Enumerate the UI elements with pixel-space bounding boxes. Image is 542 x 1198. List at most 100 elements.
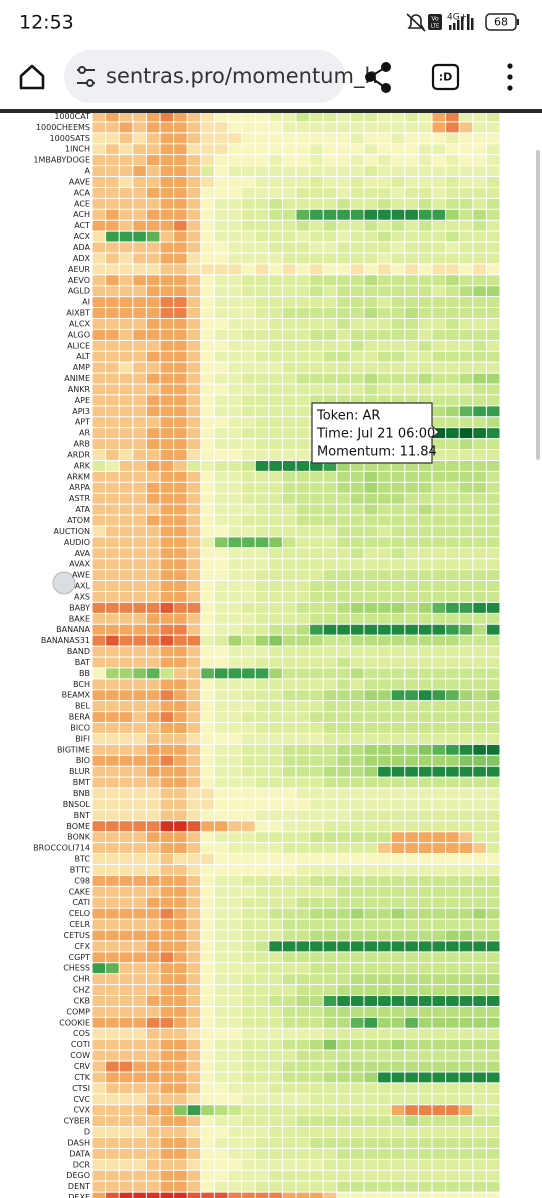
site-settings-icon[interactable]	[77, 66, 95, 87]
heat-cell	[174, 297, 187, 308]
heat-cell	[337, 635, 350, 646]
row-label: BABY	[69, 603, 90, 612]
heat-cell	[255, 1105, 269, 1116]
heat-cell	[418, 275, 432, 286]
heat-cell	[160, 701, 174, 712]
heat-cell	[119, 166, 133, 177]
heat-cell	[432, 602, 446, 613]
row-label: ANIME	[64, 374, 90, 383]
heat-cell	[446, 111, 459, 122]
heat-cell	[418, 1137, 432, 1148]
heat-cell	[405, 351, 418, 362]
heat-cell	[418, 919, 432, 930]
heat-cell	[473, 417, 486, 428]
heat-cell	[486, 198, 500, 209]
heat-cell	[350, 1017, 364, 1028]
menu-button[interactable]	[507, 63, 513, 91]
heat-cell	[133, 318, 146, 329]
heat-cell	[269, 875, 282, 886]
heat-cell	[282, 559, 296, 570]
heat-cell	[242, 1017, 255, 1028]
heat-cell	[391, 1159, 405, 1170]
heat-cell	[418, 864, 432, 875]
heat-cell	[187, 996, 201, 1006]
heat-cell	[296, 996, 310, 1006]
heat-cell	[296, 166, 310, 177]
heat-cell	[405, 1061, 418, 1072]
heat-cell	[160, 832, 174, 843]
heat-cell	[92, 1181, 106, 1192]
heat-cell	[459, 788, 473, 799]
heat-cell	[242, 1072, 255, 1083]
heat-cell	[146, 952, 160, 963]
heat-cell	[378, 187, 391, 198]
heat-cell	[296, 264, 310, 275]
heat-cell	[269, 843, 282, 854]
heat-cell	[160, 1028, 174, 1039]
heat-cell	[92, 646, 106, 657]
heat-cell	[310, 144, 323, 155]
heat-cell	[391, 308, 405, 318]
heat-cell	[446, 308, 459, 318]
heat-cell	[174, 591, 187, 602]
heat-cell	[378, 144, 391, 155]
heat-cell	[255, 1170, 269, 1181]
heat-cell	[473, 668, 486, 679]
heat-cell	[391, 220, 405, 231]
heat-cell	[214, 1181, 228, 1192]
url[interactable]: sentras.pro/momentum_h	[106, 64, 378, 89]
heat-cell	[187, 111, 201, 122]
heat-cell	[378, 832, 391, 843]
heat-cell	[350, 788, 364, 799]
heat-cell	[282, 1028, 296, 1039]
heat-cell	[187, 832, 201, 843]
heat-cell	[242, 1006, 255, 1017]
heat-cell	[214, 624, 228, 635]
heat-cell	[160, 875, 174, 886]
heat-cell	[378, 581, 391, 591]
heat-cell	[310, 996, 323, 1006]
row-label: CHESS	[63, 964, 90, 973]
heat-cell	[242, 635, 255, 646]
heat-cell	[146, 450, 160, 460]
heat-cell	[242, 570, 255, 581]
heat-cell	[133, 504, 146, 515]
home-button[interactable]	[19, 64, 45, 90]
heat-cell	[337, 1083, 350, 1094]
heat-cell	[473, 766, 486, 777]
heat-cell	[405, 733, 418, 744]
heat-cell	[228, 187, 242, 198]
heat-cell	[337, 242, 350, 253]
address-bar[interactable]	[64, 50, 345, 103]
heat-cell	[146, 897, 160, 908]
heat-cell	[364, 810, 378, 821]
heat-cell	[446, 351, 459, 362]
heat-cell	[432, 318, 446, 329]
heat-cell	[405, 744, 418, 755]
heat-cell	[337, 733, 350, 744]
heat-cell	[119, 286, 133, 297]
heat-cell	[405, 1170, 418, 1181]
heat-cell	[160, 930, 174, 941]
heat-cell	[282, 668, 296, 679]
heat-cell	[255, 613, 269, 624]
heat-cell	[269, 723, 282, 733]
heat-cell	[310, 744, 323, 755]
heat-cell	[486, 144, 500, 155]
heat-cell	[228, 701, 242, 712]
heat-cell	[133, 1094, 146, 1105]
heat-cell	[337, 919, 350, 930]
heat-cell	[364, 1072, 378, 1083]
row-label: BIFI	[75, 734, 90, 743]
heat-cell	[432, 166, 446, 177]
heat-cell	[405, 504, 418, 515]
heat-cell	[364, 1061, 378, 1072]
heat-cell	[269, 297, 282, 308]
heat-cell	[242, 460, 255, 471]
share-button[interactable]	[365, 62, 391, 93]
heat-cell	[242, 220, 255, 231]
heat-cell	[378, 526, 391, 537]
heat-cell	[160, 133, 174, 144]
heat-cell	[310, 919, 323, 930]
tabs-button[interactable]	[431, 63, 460, 91]
